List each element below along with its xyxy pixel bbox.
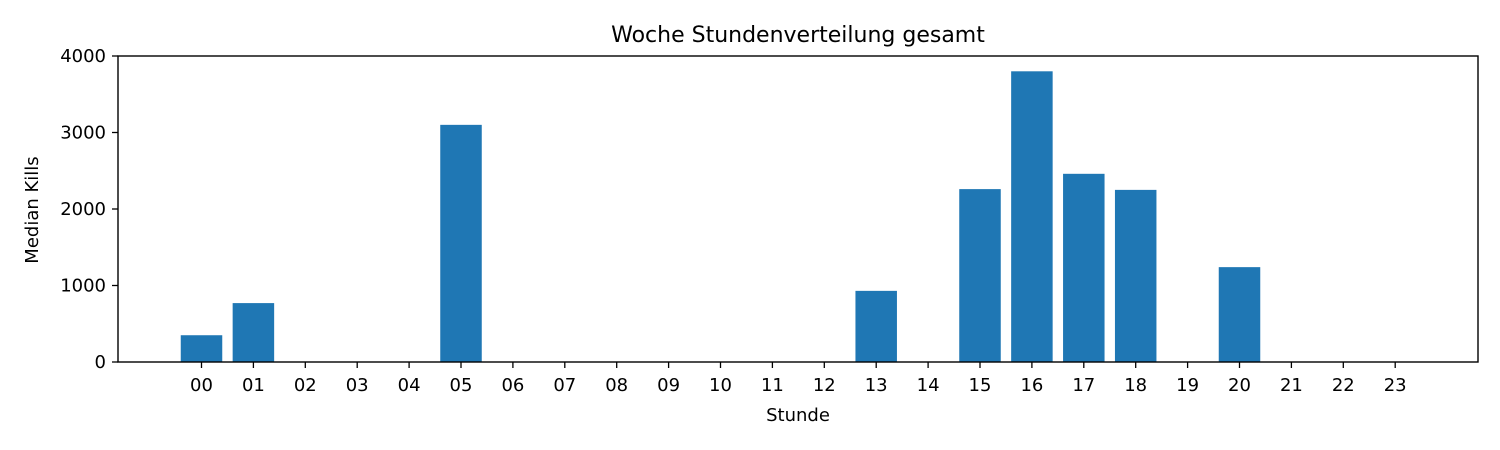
x-axis-label: Stunde <box>766 405 830 426</box>
x-tick-label: 17 <box>1072 375 1095 396</box>
bar-15 <box>959 189 1001 362</box>
x-tick-label: 22 <box>1332 375 1355 396</box>
y-axis-label: Median Kills <box>22 156 43 263</box>
bar-16 <box>1011 71 1053 363</box>
x-tick-label: 20 <box>1228 375 1251 396</box>
bar-17 <box>1063 173 1105 362</box>
x-tick-label: 18 <box>1124 375 1147 396</box>
x-tick-label: 08 <box>605 375 628 396</box>
y-tick-label: 2000 <box>60 199 106 220</box>
x-tick-label: 12 <box>813 375 836 396</box>
y-tick-label: 0 <box>95 352 106 373</box>
y-tick-label: 4000 <box>60 46 106 67</box>
x-tick-label: 15 <box>969 375 992 396</box>
bar-20 <box>1218 267 1261 362</box>
x-tick-label: 19 <box>1176 375 1199 396</box>
y-tick-label: 1000 <box>60 276 106 297</box>
x-tick-label: 21 <box>1280 375 1303 396</box>
x-tick-label: 14 <box>917 375 940 396</box>
x-tick-label: 05 <box>450 375 473 396</box>
plot-frame <box>117 55 1479 363</box>
bars-layer <box>180 71 1261 363</box>
x-tick-label: 07 <box>553 375 576 396</box>
x-tick-label: 09 <box>657 375 680 396</box>
x-tick-label: 11 <box>761 375 784 396</box>
y-axis: 0 1000 2000 3000 4000 <box>60 46 118 373</box>
x-tick-label: 00 <box>190 375 213 396</box>
bar-05 <box>440 124 482 362</box>
bar-00 <box>180 335 223 362</box>
x-tick-label: 01 <box>242 375 265 396</box>
x-tick-label: 03 <box>346 375 369 396</box>
chart-title: Woche Stundenverteilung gesamt <box>611 23 985 48</box>
x-tick-label: 23 <box>1384 375 1407 396</box>
x-tick-label: 02 <box>294 375 317 396</box>
bar-13 <box>855 290 897 362</box>
x-tick-label: 06 <box>501 375 524 396</box>
x-axis: 00 01 02 03 04 05 06 07 08 09 10 11 12 13 14 15 16 17 18 19… <box>190 362 1407 396</box>
x-tick-label: 10 <box>709 375 732 396</box>
bar-01 <box>232 303 275 362</box>
y-tick-label: 3000 <box>60 123 106 144</box>
bar-18 <box>1114 189 1157 363</box>
x-tick-label: 16 <box>1020 375 1043 396</box>
x-tick-label: 13 <box>865 375 888 396</box>
x-tick-label: 04 <box>398 375 421 396</box>
